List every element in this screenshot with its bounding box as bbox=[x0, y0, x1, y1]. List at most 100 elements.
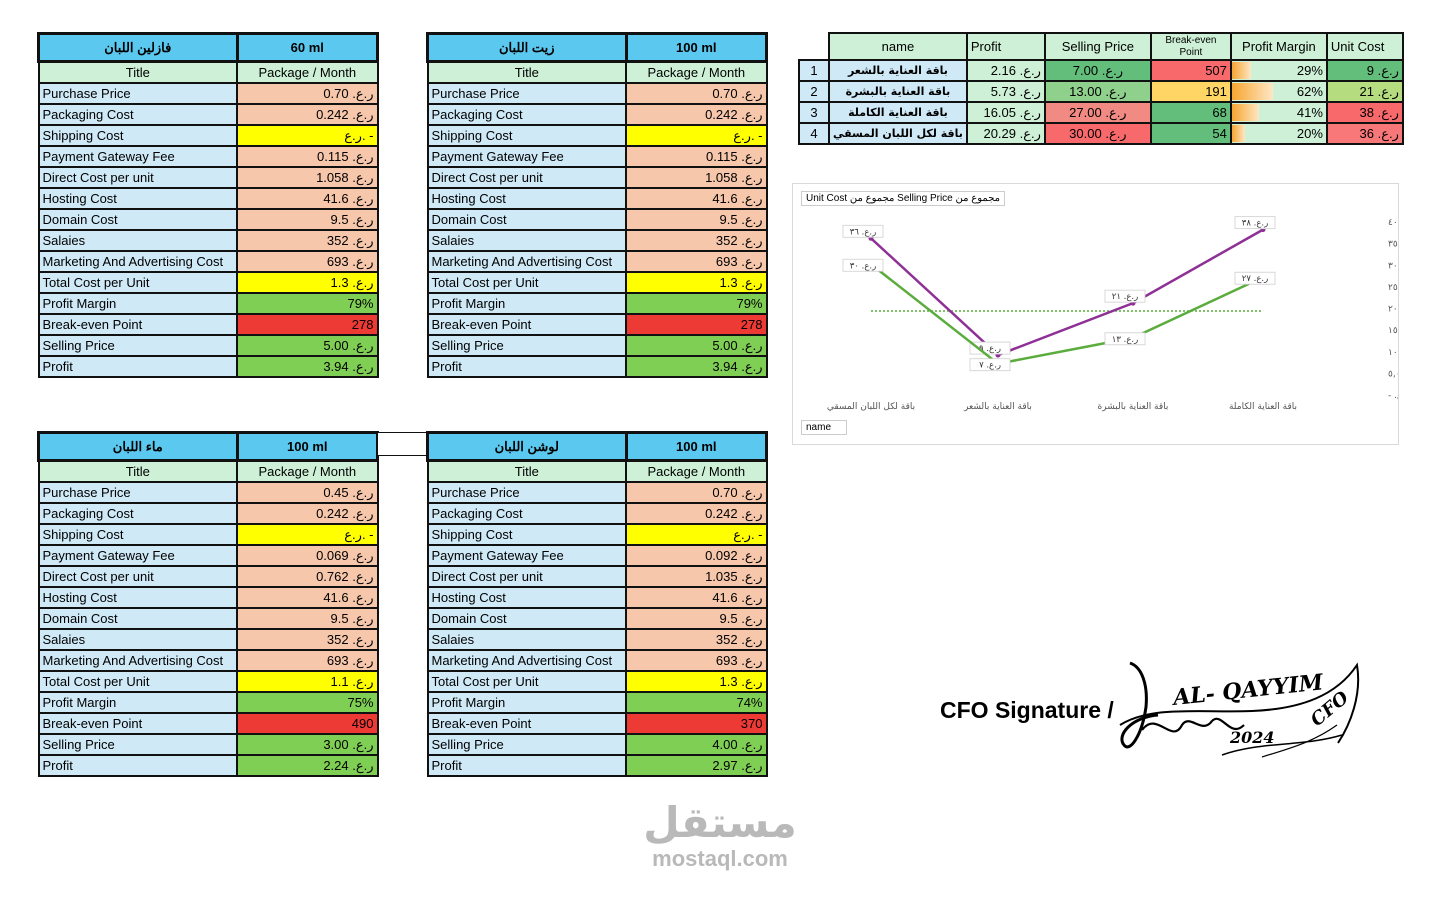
signature-image: AL- QAYYIM 2024 CFO bbox=[1119, 661, 1360, 758]
row-index: 3 bbox=[798, 101, 830, 124]
table-row: Selling Price ر.ع. 4.00 bbox=[426, 733, 768, 756]
watermark-url: mostaql.com bbox=[652, 846, 788, 871]
summary-table: name Profit Selling Price Break-even Poi… bbox=[798, 32, 1404, 145]
row-value: ر.ع. - bbox=[625, 124, 768, 147]
row-label: Marketing And Advertising Cost bbox=[426, 250, 628, 273]
table-row: Profit Margin 75% bbox=[37, 691, 379, 714]
table-row: Hosting Cost ر.ع. 41.6 bbox=[37, 586, 379, 609]
row-value: ر.ع. 4.00 bbox=[625, 733, 768, 756]
chart-plot: ر.ع. ٤٠,٠٠ ر.ع. ٣٥,٠٠ ر.ع. ٣٠,٠٠ ر.ع. ٢٥,٠٠… bbox=[827, 216, 1398, 412]
corner-cell bbox=[799, 33, 830, 61]
table-row: Shipping Cost ر.ع. - bbox=[426, 124, 768, 147]
row-label: Domain Cost bbox=[37, 208, 239, 231]
x-tick-label: باقة لكل اللبان المسقي bbox=[827, 402, 915, 412]
table-row: Break-even Point 370 bbox=[426, 712, 768, 735]
table-row: Payment Gateway Fee ر.ع. 0.115 bbox=[426, 145, 768, 168]
data-label: ر.ع. ٣٨ bbox=[1242, 219, 1268, 229]
row-value: ر.ع. 0.242 bbox=[625, 502, 768, 525]
table-row: Purchase Price ر.ع. 0.70 bbox=[426, 481, 768, 504]
row-label: Domain Cost bbox=[37, 607, 239, 630]
profit-margin-cell: 20% bbox=[1229, 122, 1328, 145]
table-row: Profit ر.ع. 2.24 bbox=[37, 754, 379, 777]
x-tick-label: باقة العناية بالشعر bbox=[963, 402, 1032, 412]
table-row: Break-even Point 278 bbox=[426, 313, 768, 336]
row-value: ر.ع. 352 bbox=[625, 628, 768, 651]
row-value: ر.ع. - bbox=[625, 523, 768, 546]
profit-margin-value: 62% bbox=[1296, 84, 1323, 99]
row-label: Shipping Cost bbox=[37, 124, 239, 147]
row-label: Packaging Cost bbox=[37, 103, 239, 126]
profit-margin-cell: 41% bbox=[1229, 101, 1328, 124]
col-break-even: Break-even Point bbox=[1149, 32, 1232, 61]
row-label: Salaies bbox=[37, 229, 239, 252]
row-index: 2 bbox=[798, 80, 830, 103]
profit-value: ر.ع. 2.16 bbox=[965, 59, 1046, 82]
table-row: Salaies ر.ع. 352 bbox=[37, 628, 379, 651]
row-value: ر.ع. 1.3 bbox=[625, 670, 768, 693]
profit-margin-value: 20% bbox=[1296, 126, 1323, 141]
row-label: Selling Price bbox=[426, 733, 628, 756]
row-value: 74% bbox=[625, 691, 768, 714]
row-label: Marketing And Advertising Cost bbox=[426, 649, 628, 672]
row-value: ر.ع. 0.45 bbox=[236, 481, 379, 504]
empty-cell bbox=[378, 432, 427, 456]
table-row: Direct Cost per unit ر.ع. 0.762 bbox=[37, 565, 379, 588]
row-value: ر.ع. 693 bbox=[625, 649, 768, 672]
table-row: Break-even Point 490 bbox=[37, 712, 379, 735]
table-row: Shipping Cost ر.ع. - bbox=[426, 523, 768, 546]
row-value: ر.ع. 0.70 bbox=[625, 481, 768, 504]
row-value: ر.ع. 693 bbox=[236, 649, 379, 672]
table-row: Direct Cost per unit ر.ع. 1.058 bbox=[426, 166, 768, 189]
row-label: Selling Price bbox=[37, 733, 239, 756]
row-value: ر.ع. - bbox=[236, 523, 379, 546]
summary-row: 2 باقة العناية بالبشرة ر.ع. 5.73 ر.ع. 13.00… bbox=[798, 80, 1404, 103]
y-tick-label: ر.ع. ٣٥,٠٠ bbox=[1388, 240, 1398, 250]
x-tick-label: باقة العناية بالبشرة bbox=[1098, 402, 1169, 412]
row-label: Packaging Cost bbox=[37, 502, 239, 525]
table-row: Marketing And Advertising Cost ر.ع. 693 bbox=[426, 250, 768, 273]
row-label: Total Cost per Unit bbox=[37, 670, 239, 693]
col-unit-cost: Unit Cost bbox=[1325, 32, 1404, 61]
row-value: ر.ع. 0.70 bbox=[236, 82, 379, 105]
table-row: Domain Cost ر.ع. 9.5 bbox=[426, 208, 768, 231]
row-value: 278 bbox=[625, 313, 768, 336]
row-index: 1 bbox=[798, 59, 830, 82]
unit-cost-value: ر.ع. 38 bbox=[1325, 101, 1404, 124]
table-row: Profit Margin 74% bbox=[426, 691, 768, 714]
selling-price-value: ر.ع. 30.00 bbox=[1043, 122, 1152, 145]
table-row: Domain Cost ر.ع. 9.5 bbox=[37, 607, 379, 630]
product-header-row: ماء اللبان 100 ml bbox=[37, 431, 380, 462]
row-label: Direct Cost per unit bbox=[426, 565, 628, 588]
profit-margin-cell: 29% bbox=[1229, 59, 1328, 82]
table-row: Packaging Cost ر.ع. 0.242 bbox=[37, 502, 379, 525]
product-size: 100 ml bbox=[624, 32, 769, 63]
product-table: فازلين اللبان 60 ml Title Package / Month Pu… bbox=[37, 32, 380, 378]
col-selling-price: Selling Price bbox=[1043, 32, 1152, 61]
row-value: ر.ع. 352 bbox=[625, 229, 768, 252]
signature-year: 2024 bbox=[1229, 728, 1275, 747]
row-label: Hosting Cost bbox=[426, 187, 628, 210]
col-title: Title bbox=[426, 459, 628, 483]
row-value: ر.ع. 1.3 bbox=[625, 271, 768, 294]
data-label: ر.ع. ٩ bbox=[979, 344, 1001, 354]
row-value: ر.ع. 0.069 bbox=[236, 544, 379, 567]
col-package-month: Package / Month bbox=[236, 459, 379, 483]
table-row: Hosting Cost ر.ع. 41.6 bbox=[426, 187, 768, 210]
col-name: name bbox=[828, 32, 968, 61]
row-index: 4 bbox=[798, 122, 830, 145]
product-table: زيت اللبان 100 ml Title Package / Month Purc… bbox=[426, 32, 769, 378]
table-row: Purchase Price ر.ع. 0.45 bbox=[37, 481, 379, 504]
row-label: Marketing And Advertising Cost bbox=[37, 649, 239, 672]
col-profit: Profit bbox=[965, 32, 1046, 61]
table-row: Packaging Cost ر.ع. 0.242 bbox=[37, 103, 379, 126]
break-even-value: 191 bbox=[1149, 80, 1232, 103]
row-value: ر.ع. 0.242 bbox=[236, 103, 379, 126]
chart-field-chip[interactable]: name bbox=[801, 420, 847, 435]
row-label: Break-even Point bbox=[426, 313, 628, 336]
table-row: Salaies ر.ع. 352 bbox=[37, 229, 379, 252]
data-label: ر.ع. ٣٠ bbox=[850, 261, 876, 271]
data-label: ر.ع. ٢٧ bbox=[1242, 274, 1268, 284]
row-label: Hosting Cost bbox=[37, 586, 239, 609]
row-value: ر.ع. 41.6 bbox=[625, 187, 768, 210]
product-name: زيت اللبان bbox=[426, 32, 628, 63]
